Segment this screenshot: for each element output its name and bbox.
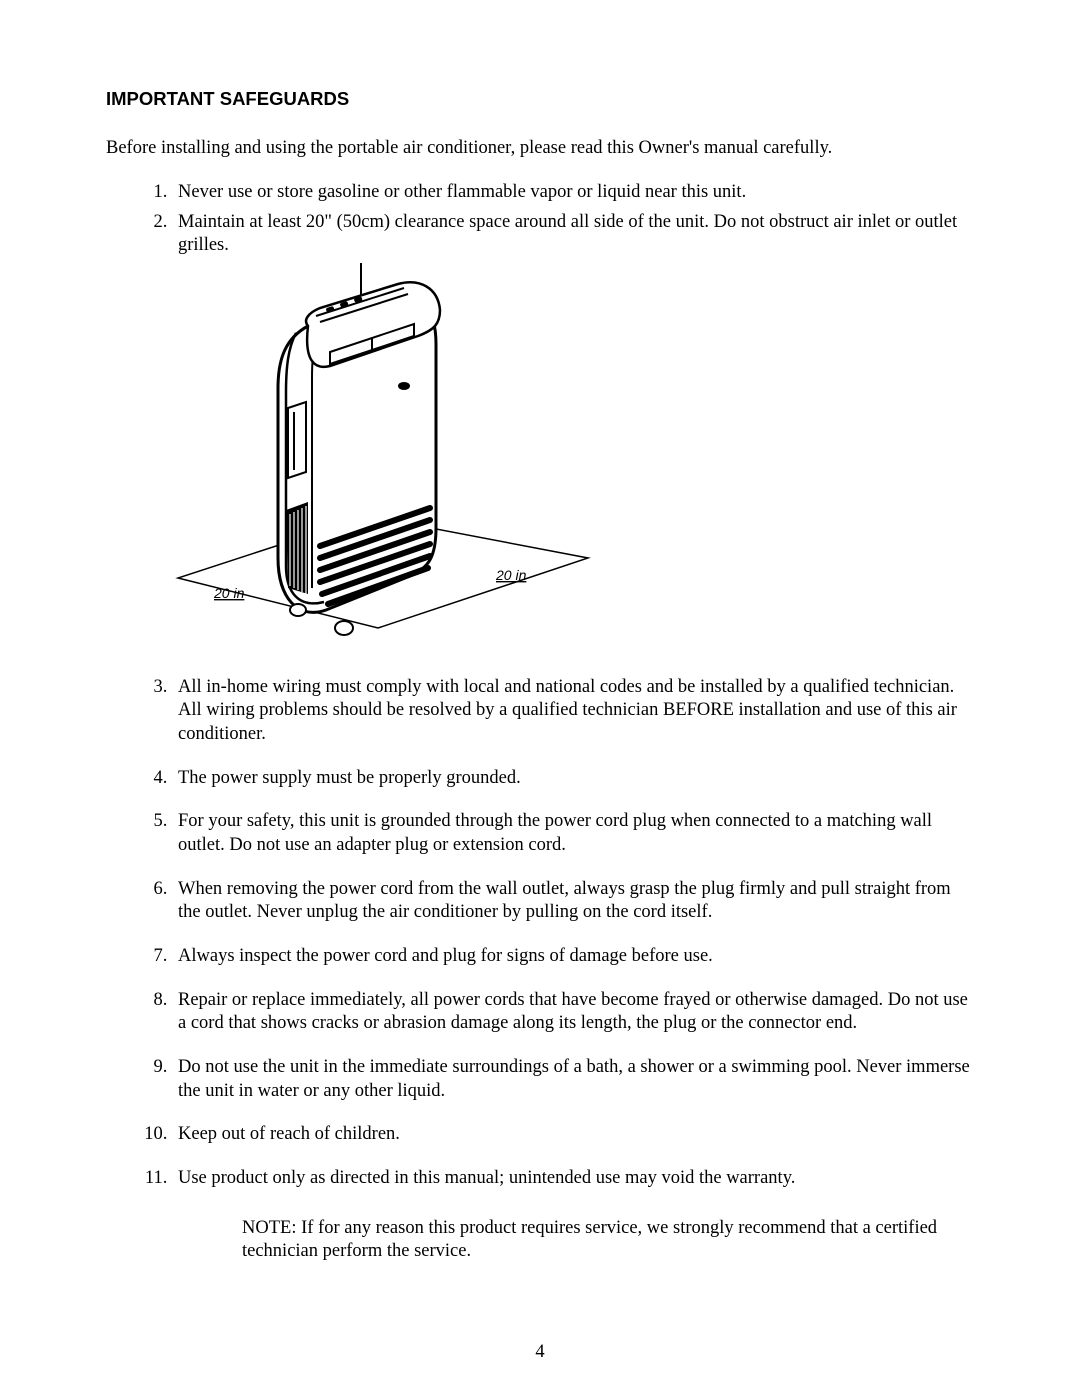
clearance-label-right: 20 in xyxy=(495,567,527,583)
list-item: Maintain at least 20" (50cm) clearance s… xyxy=(172,211,974,656)
list-item: For your safety, this unit is grounded t… xyxy=(172,810,974,857)
list-item-text: Always inspect the power cord and plug f… xyxy=(178,946,713,966)
list-item-text: All in-home wiring must comply with loca… xyxy=(178,677,957,744)
list-item: All in-home wiring must comply with loca… xyxy=(172,676,974,747)
list-item: Never use or store gasoline or other fla… xyxy=(172,181,974,205)
list-item-text: Repair or replace immediately, all power… xyxy=(178,990,968,1034)
list-item-text: Use product only as directed in this man… xyxy=(178,1168,795,1188)
safeguards-list: Never use or store gasoline or other fla… xyxy=(106,181,974,1264)
page-number: 4 xyxy=(0,1342,1080,1363)
ac-unit-illustration: 20 in 20 in xyxy=(148,258,608,648)
list-item-text: Maintain at least 20" (50cm) clearance s… xyxy=(178,212,957,256)
service-note: NOTE: If for any reason this product req… xyxy=(242,1217,974,1264)
list-item-text: The power supply must be properly ground… xyxy=(178,768,521,788)
list-item: Keep out of reach of children. xyxy=(172,1123,974,1147)
list-item-text: For your safety, this unit is grounded t… xyxy=(178,811,932,855)
list-item: Always inspect the power cord and plug f… xyxy=(172,945,974,969)
list-item-text: Never use or store gasoline or other fla… xyxy=(178,182,746,202)
clearance-label-left: 20 in xyxy=(213,585,245,601)
section-heading: IMPORTANT SAFEGUARDS xyxy=(106,88,974,110)
list-item-text: When removing the power cord from the wa… xyxy=(178,879,951,923)
intro-paragraph: Before installing and using the portable… xyxy=(106,138,974,159)
clearance-diagram: 20 in 20 in xyxy=(148,258,974,656)
list-item: Do not use the unit in the immediate sur… xyxy=(172,1056,974,1103)
list-item: The power supply must be properly ground… xyxy=(172,767,974,791)
list-item: Use product only as directed in this man… xyxy=(172,1167,974,1264)
manual-page: IMPORTANT SAFEGUARDS Before installing a… xyxy=(0,0,1080,1397)
list-item: When removing the power cord from the wa… xyxy=(172,878,974,925)
list-item: Repair or replace immediately, all power… xyxy=(172,989,974,1036)
list-item-text: Keep out of reach of children. xyxy=(178,1124,400,1144)
list-item-text: Do not use the unit in the immediate sur… xyxy=(178,1057,970,1101)
